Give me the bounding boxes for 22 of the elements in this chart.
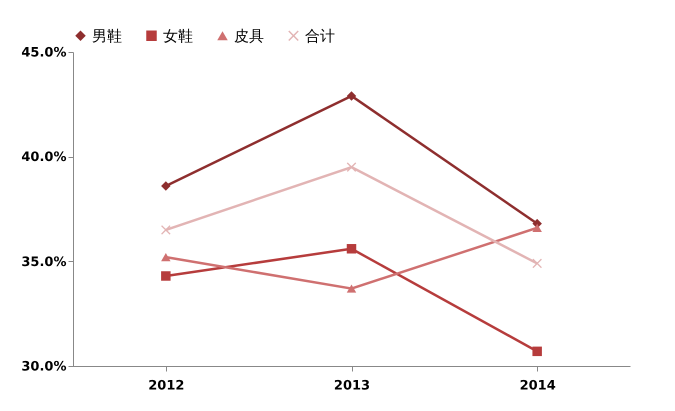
legend-label: 合计 [305,26,335,45]
point [346,91,356,101]
point [532,258,542,268]
point [346,244,356,254]
point [532,224,542,232]
y-tick-label: 40.0% [21,150,66,166]
y-tick-label: 35.0% [21,254,66,270]
point [161,271,171,281]
x-tick-label: 2012 [148,378,184,394]
point [346,162,356,172]
point [161,253,171,262]
point [161,181,171,191]
legend-label: 女鞋 [163,26,193,45]
legend-label: 皮具 [234,26,264,45]
x-tick-label: 2013 [334,378,370,394]
y-tick-label: 30.0% [21,360,66,374]
point [346,284,356,293]
x-tick-label: 2014 [520,378,556,394]
point [161,225,171,235]
point [532,346,542,356]
legend-label: 男鞋 [92,26,122,45]
y-tick-label: 45.0% [21,46,66,60]
